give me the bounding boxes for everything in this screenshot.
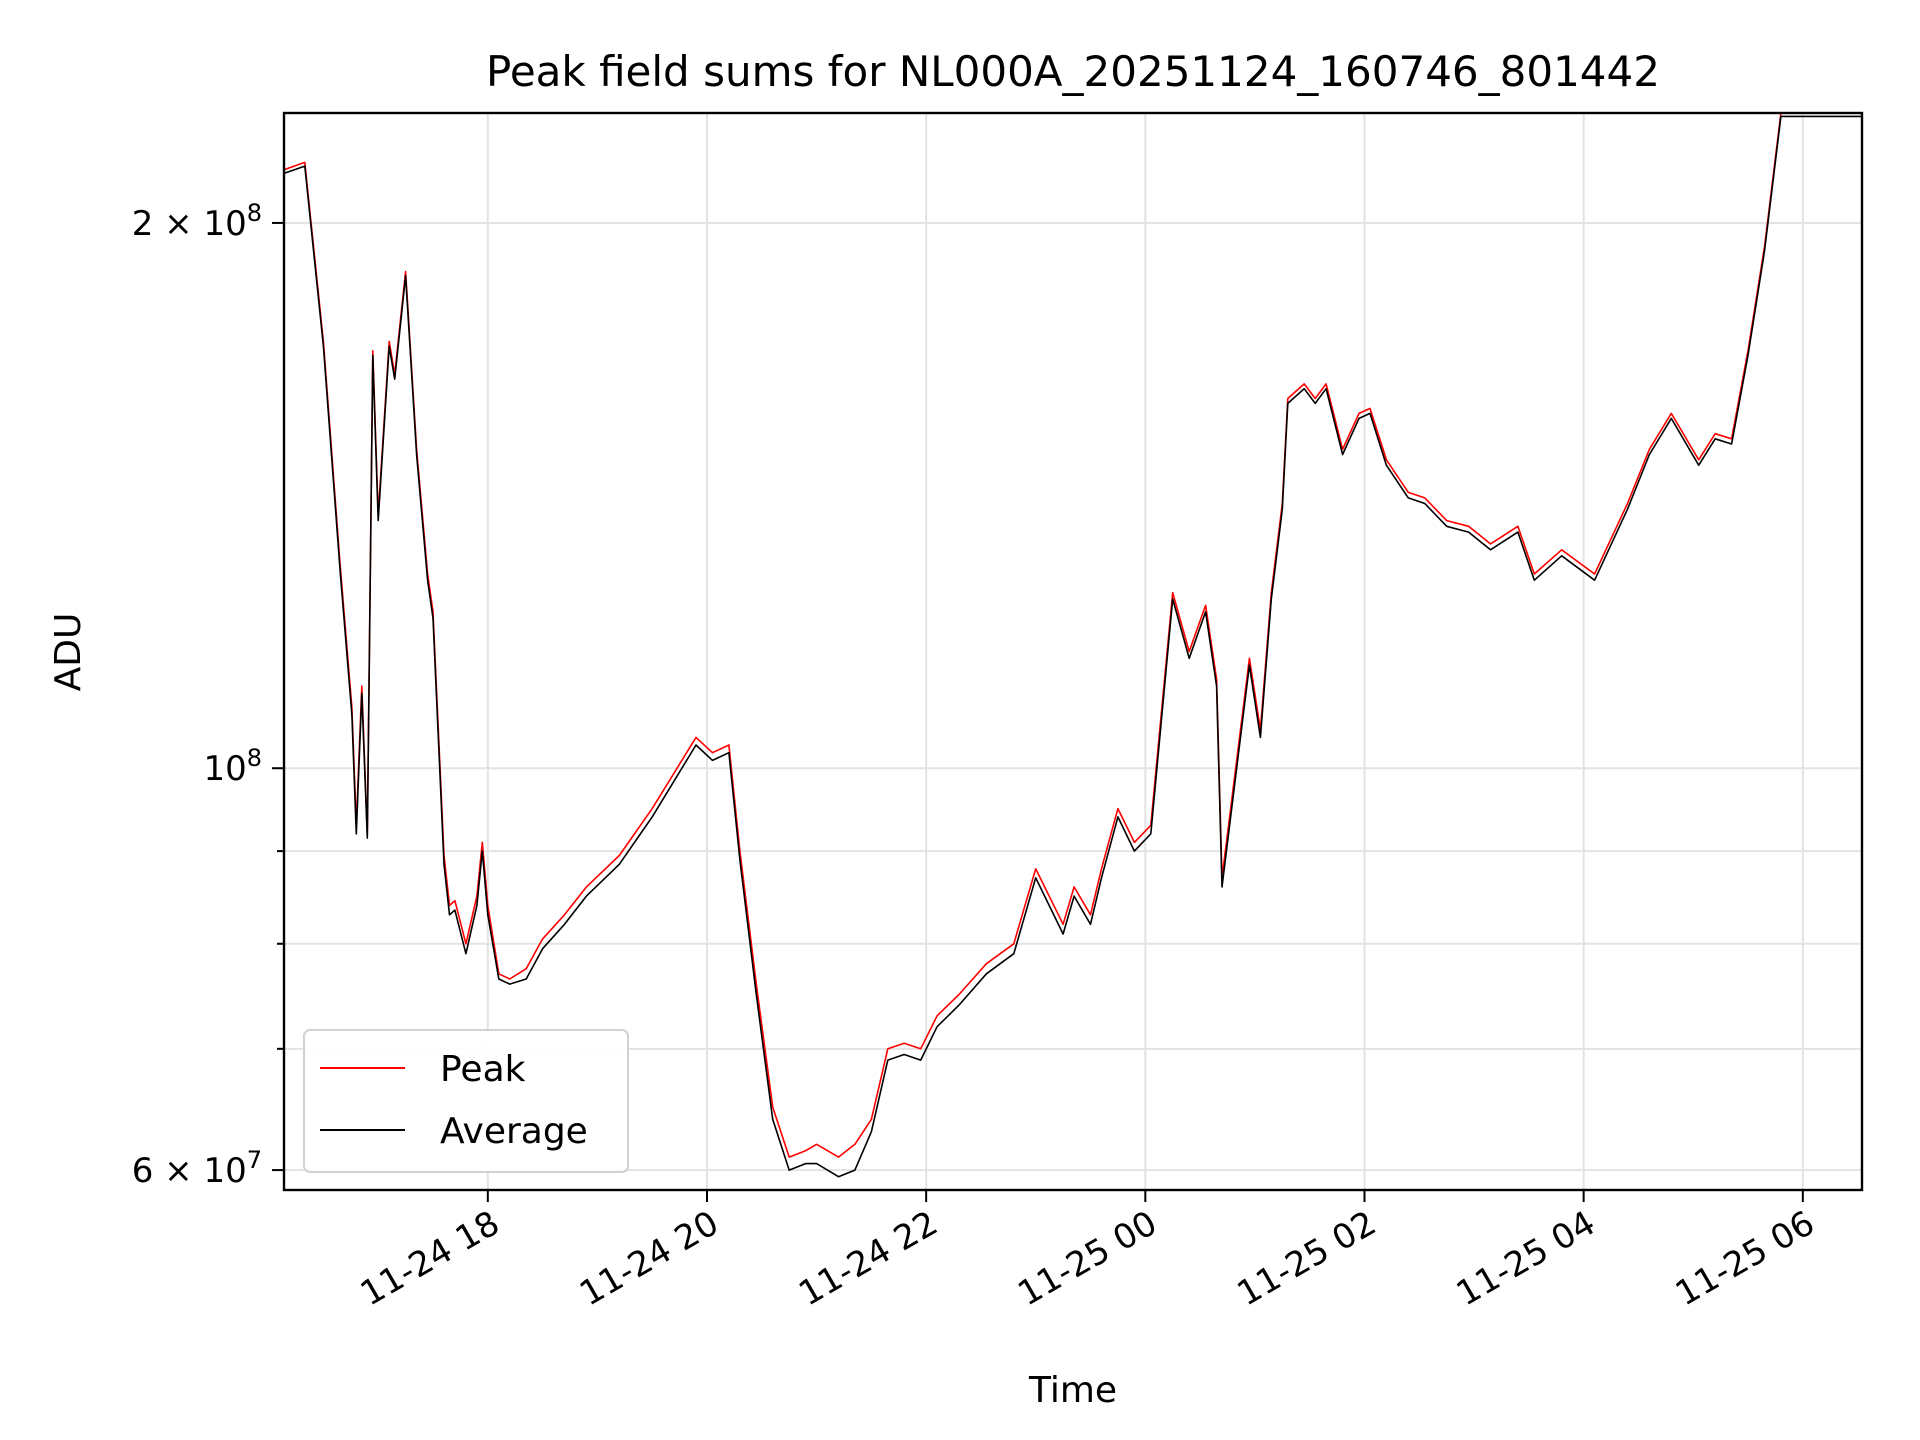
x-axis-label: Time bbox=[1028, 1370, 1117, 1411]
legend-box bbox=[303, 1029, 629, 1173]
x-gridlines bbox=[486, 113, 1804, 1190]
x-tick-label: 11-25 06 bbox=[1669, 1203, 1821, 1314]
plot-area bbox=[284, 113, 1862, 1178]
x-tick-label: 11-24 18 bbox=[354, 1203, 506, 1314]
y-gridlines bbox=[284, 221, 1862, 1172]
series-average-line bbox=[284, 115, 1862, 1178]
y-axis-label: ADU bbox=[48, 613, 89, 692]
x-tick-label: 11-25 04 bbox=[1450, 1203, 1602, 1314]
x-tick-label: 11-25 02 bbox=[1231, 1203, 1383, 1314]
x-tick-label: 11-24 20 bbox=[573, 1203, 725, 1314]
x-tick-label: 11-24 22 bbox=[792, 1203, 944, 1314]
series-peak-line bbox=[284, 113, 1862, 1158]
y-axis-ticks: 6 × 107 108 2 × 108 bbox=[132, 199, 284, 1191]
legend-label-average: Average bbox=[440, 1111, 588, 1152]
x-tick-label: 11-25 00 bbox=[1011, 1203, 1163, 1314]
plot-frame bbox=[282, 111, 1864, 1192]
chart-title: Peak field sums for NL000A_20251124_1607… bbox=[486, 47, 1660, 96]
y-tick-label: 108 bbox=[203, 744, 262, 789]
x-axis-ticks: 11-24 18 11-24 20 11-24 22 11-25 00 11-25 02… bbox=[354, 1190, 1821, 1314]
legend: Peak Average bbox=[303, 1029, 629, 1173]
y-tick-label: 2 × 108 bbox=[132, 199, 262, 244]
legend-label-peak: Peak bbox=[440, 1049, 526, 1090]
y-tick-label: 6 × 107 bbox=[132, 1146, 262, 1191]
